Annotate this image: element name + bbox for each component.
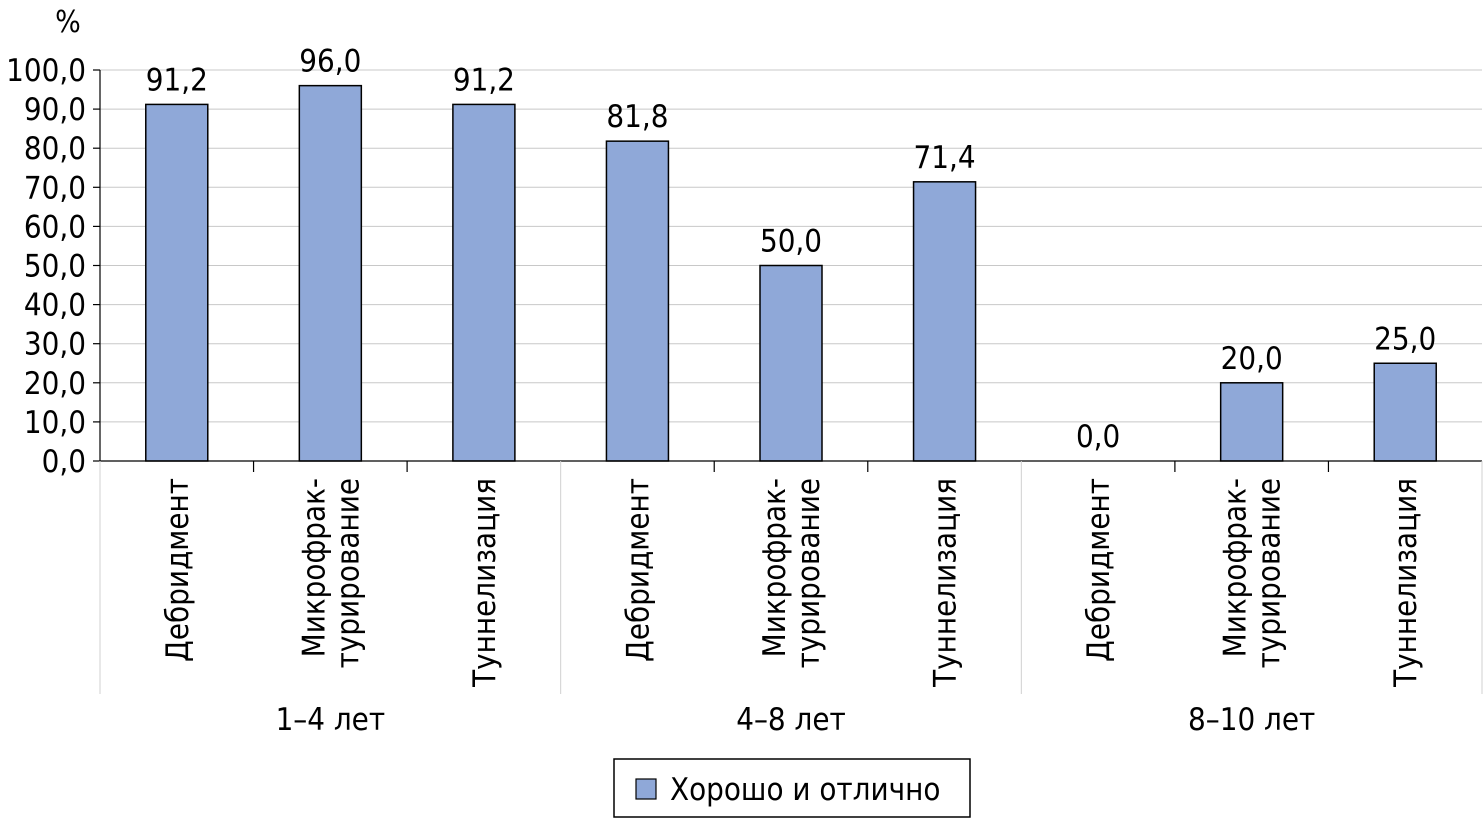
y-tick-label: 20,0 [24, 366, 86, 402]
x-tick-label: Микрофрак-турирование [1218, 478, 1288, 668]
y-tick-label: 70,0 [24, 170, 86, 206]
x-tick-label: Туннелизация [928, 478, 964, 688]
bar [1373, 362, 1437, 462]
data-label: 91,2 [453, 62, 515, 98]
y-tick-label: 60,0 [24, 209, 86, 245]
group-label: 8–10 лет [1188, 702, 1315, 738]
bar [145, 103, 209, 462]
legend-label: Хорошо и отлично [670, 772, 940, 808]
data-label: 81,8 [606, 99, 668, 135]
y-tick-label: 100,0 [6, 53, 86, 89]
y-tick-label: 10,0 [24, 405, 86, 441]
y-axis: % 0,010,020,030,040,050,0 60,070,080,090,… [6, 5, 101, 480]
group-label: 4–8 лет [736, 702, 846, 738]
x-tick-label: Туннелизация [467, 478, 503, 688]
bar [912, 181, 977, 462]
bar [452, 103, 516, 462]
y-tick-label: 30,0 [24, 327, 86, 363]
legend-swatch [635, 778, 657, 800]
x-tick-label: Дебридмент [1081, 478, 1117, 662]
x-tick-label: Дебридмент [160, 478, 196, 662]
bar [1219, 382, 1284, 462]
y-tick-label: 90,0 [24, 92, 86, 128]
y-tick-label: 50,0 [24, 249, 86, 285]
x-tick-label: Микрофрак-турирование [757, 478, 827, 668]
group-label: 1–4 лет [276, 702, 386, 738]
bar [298, 84, 363, 462]
data-label: 25,0 [1374, 321, 1436, 357]
bar [605, 140, 670, 462]
x-tick-label: Туннелизация [1388, 478, 1424, 688]
y-tick-label: 0,0 [42, 444, 86, 480]
x-tick-label: Микрофрак-турирование [296, 478, 366, 668]
y-tick-label: 40,0 [24, 288, 86, 324]
data-label: 91,2 [146, 62, 208, 98]
x-axis: Дебридмент Микрофрак-турирование Туннелиза… [99, 460, 1483, 738]
data-label: 71,4 [914, 140, 976, 176]
bars: 91,2 96,0 91,2 81,8 50,0 71,4 0,0 20,0 25,0 [145, 44, 1437, 462]
bar [759, 264, 823, 462]
y-tick-label: 80,0 [24, 131, 86, 167]
legend-box [613, 758, 971, 818]
x-tick-label: Дебридмент [620, 478, 656, 662]
y-axis-label: % [55, 5, 81, 40]
data-label: 96,0 [299, 44, 361, 80]
data-label: 20,0 [1221, 341, 1283, 377]
data-label: 50,0 [760, 224, 822, 260]
data-label: 0,0 [1076, 419, 1120, 455]
legend: Хорошо и отлично [613, 758, 971, 818]
